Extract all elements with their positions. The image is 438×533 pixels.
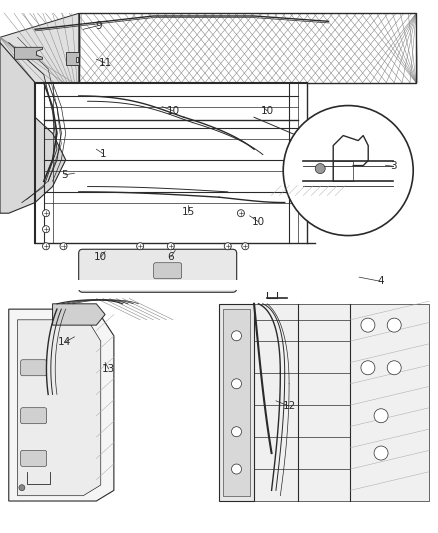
Circle shape (374, 446, 388, 460)
Text: 3: 3 (390, 161, 397, 171)
Circle shape (315, 164, 325, 174)
Circle shape (232, 464, 241, 474)
FancyBboxPatch shape (21, 450, 47, 466)
Polygon shape (35, 83, 307, 243)
Polygon shape (0, 43, 66, 213)
Polygon shape (210, 298, 438, 533)
Circle shape (242, 243, 249, 250)
Circle shape (232, 427, 241, 437)
Text: 10: 10 (261, 106, 274, 116)
Circle shape (361, 318, 375, 332)
Polygon shape (53, 304, 105, 325)
Polygon shape (14, 47, 42, 59)
Circle shape (19, 484, 25, 491)
Circle shape (224, 243, 231, 250)
Text: 9: 9 (95, 21, 102, 30)
Circle shape (60, 243, 67, 250)
Text: 15: 15 (182, 207, 195, 217)
Circle shape (283, 106, 413, 236)
Polygon shape (219, 304, 254, 501)
Circle shape (361, 361, 375, 375)
Circle shape (137, 243, 144, 250)
Circle shape (232, 331, 241, 341)
FancyBboxPatch shape (154, 263, 182, 279)
Circle shape (387, 318, 401, 332)
Text: 13: 13 (102, 364, 115, 374)
Text: 4: 4 (378, 277, 385, 286)
Circle shape (42, 225, 49, 233)
Polygon shape (254, 304, 429, 501)
Text: 14: 14 (58, 337, 71, 347)
Text: 1: 1 (99, 149, 106, 158)
Text: 11: 11 (99, 58, 112, 68)
FancyBboxPatch shape (79, 249, 237, 292)
Text: 10: 10 (166, 106, 180, 116)
Text: 12: 12 (283, 401, 296, 411)
FancyBboxPatch shape (21, 360, 47, 376)
Circle shape (42, 243, 49, 250)
Text: 10: 10 (94, 252, 107, 262)
Text: 6: 6 (167, 252, 174, 262)
Text: 10: 10 (252, 217, 265, 227)
Polygon shape (9, 309, 114, 501)
Polygon shape (18, 320, 101, 496)
Circle shape (374, 409, 388, 423)
Circle shape (387, 361, 401, 375)
Text: 5: 5 (61, 170, 68, 180)
Circle shape (42, 209, 49, 217)
FancyBboxPatch shape (21, 408, 47, 424)
Circle shape (232, 379, 241, 389)
Polygon shape (0, 298, 210, 533)
Polygon shape (0, 0, 438, 266)
Polygon shape (0, 13, 79, 107)
Circle shape (237, 209, 244, 217)
Polygon shape (67, 52, 79, 64)
Circle shape (167, 243, 174, 250)
Polygon shape (223, 309, 250, 496)
Polygon shape (0, 280, 438, 290)
